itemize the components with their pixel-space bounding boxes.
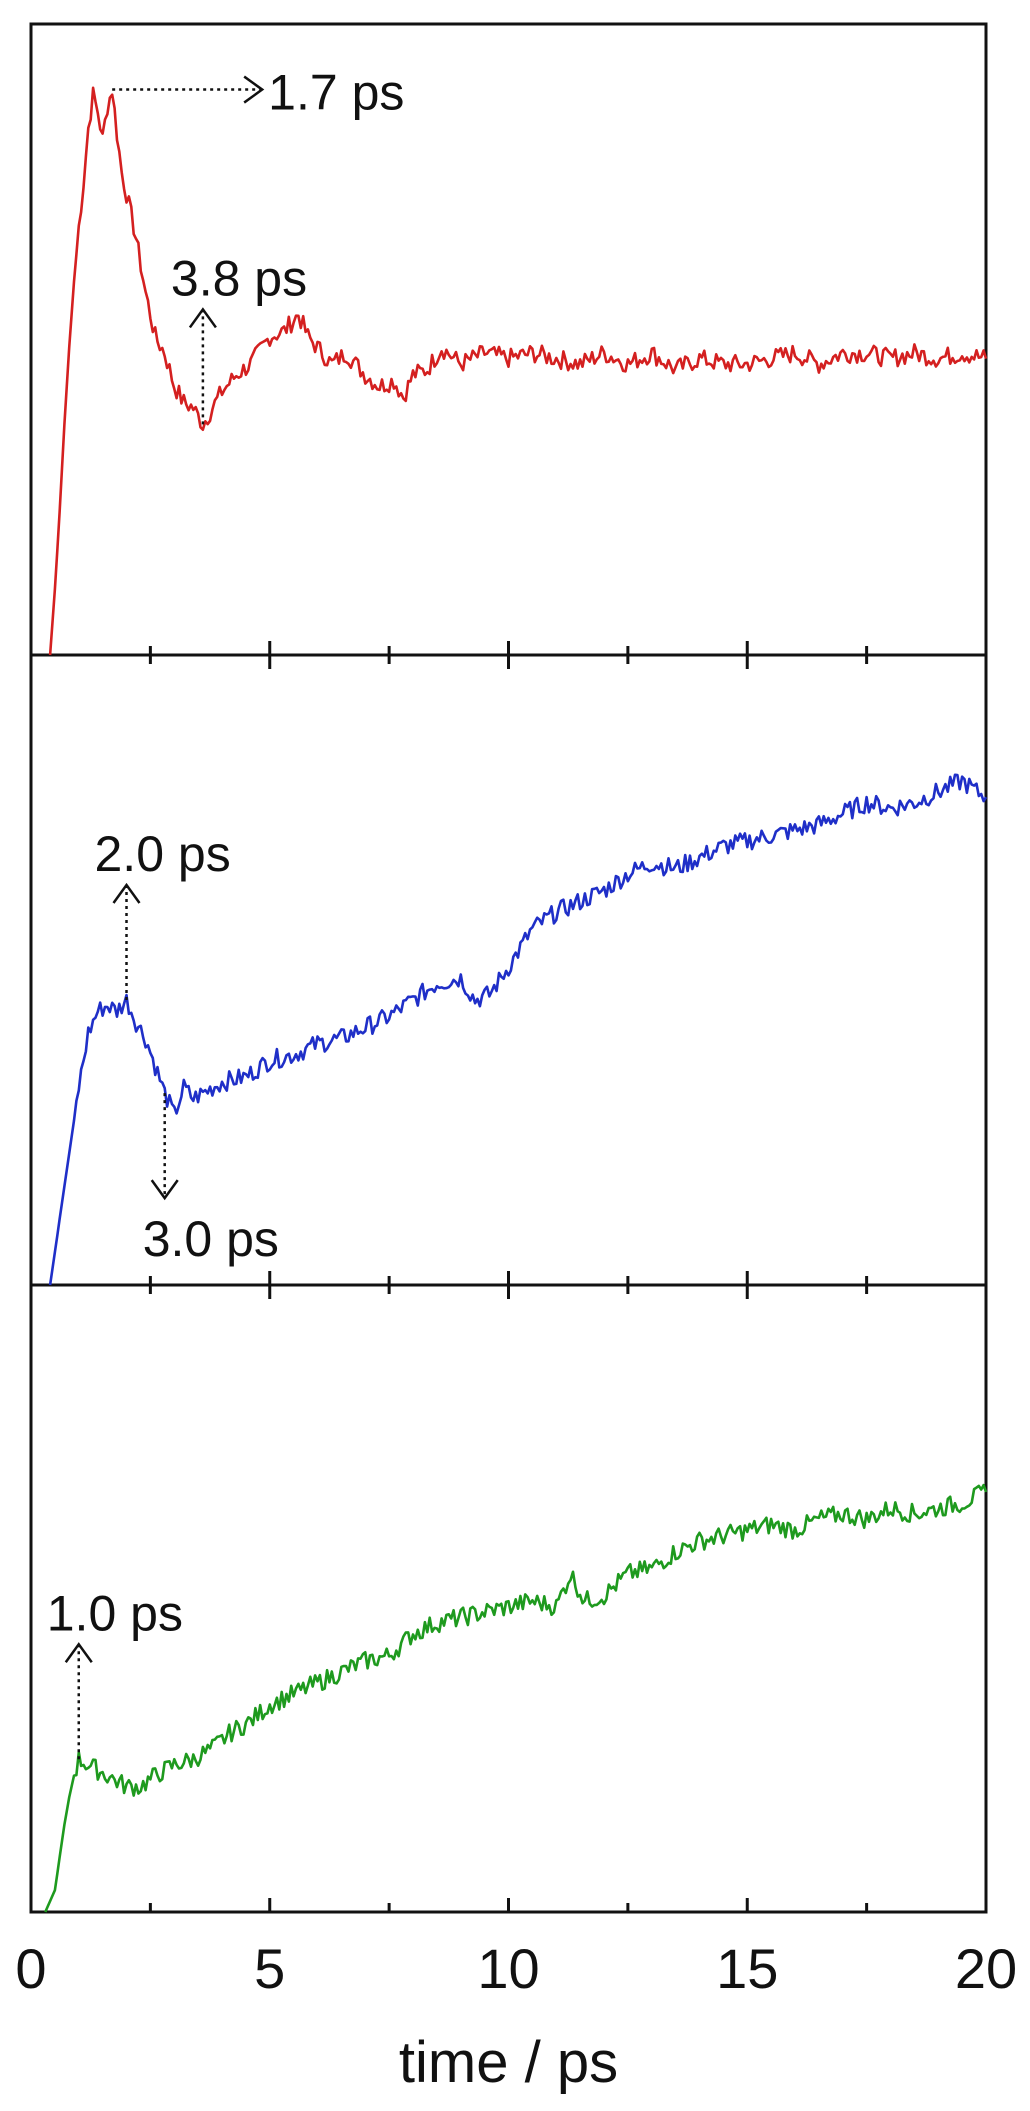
- annotation-label: 3.0 ps: [143, 1211, 279, 1267]
- series-line-middle: [48, 773, 988, 1286]
- x-axis-label: time / ps: [399, 2030, 618, 2095]
- x-tick-label: 20: [955, 1937, 1017, 2000]
- x-tick-label: 0: [15, 1937, 46, 2000]
- panel-frame-top: [29, 22, 988, 657]
- annotation-top-1: 3.8 ps: [171, 250, 307, 425]
- arrow-head-icon: [150, 1179, 179, 1201]
- annotation-bottom-0: 1.0 ps: [47, 1585, 183, 1760]
- series-line-top: [48, 86, 988, 656]
- series-line-bottom: [44, 1483, 988, 1913]
- x-tick-label: 10: [477, 1937, 539, 2000]
- arrow-head-icon: [112, 882, 141, 904]
- x-tick-label: 5: [254, 1937, 285, 2000]
- arrow-head-icon: [64, 1642, 93, 1663]
- arrow-head-icon: [188, 307, 217, 329]
- arrow-head-icon: [243, 75, 265, 104]
- annotation-label: 1.7 ps: [268, 65, 404, 121]
- panel-frame-middle: [29, 653, 988, 1287]
- annotation-middle-1: 3.0 ps: [143, 1093, 279, 1267]
- annotation-top-0: 1.7 ps: [112, 65, 404, 121]
- annotation-label: 3.8 ps: [171, 250, 307, 306]
- x-tick-label: 15: [716, 1937, 778, 2000]
- annotation-label: 2.0 ps: [95, 826, 231, 882]
- annotation-label: 1.0 ps: [47, 1585, 183, 1641]
- annotation-middle-0: 2.0 ps: [95, 826, 231, 1000]
